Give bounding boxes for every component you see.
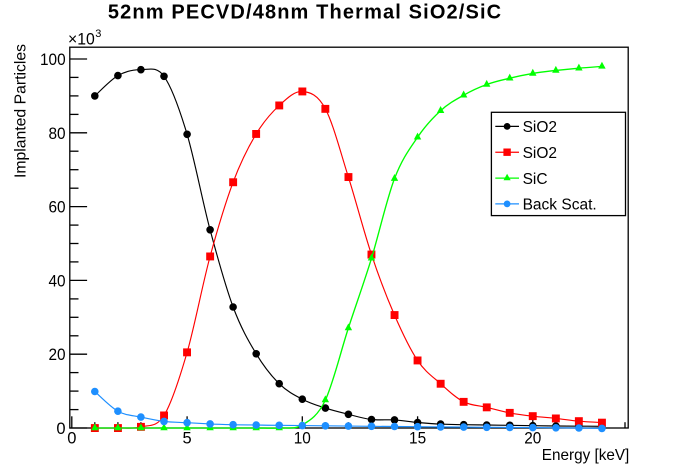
svg-text:0: 0	[67, 430, 76, 448]
svg-text:Implanted Particles: Implanted Particles	[13, 44, 30, 178]
svg-text:SiO2: SiO2	[523, 145, 557, 162]
svg-text:60: 60	[49, 199, 66, 217]
svg-text:20: 20	[49, 346, 66, 364]
svg-text:40: 40	[49, 272, 66, 290]
svg-text:10: 10	[294, 430, 311, 448]
svg-text:0: 0	[56, 420, 65, 438]
svg-text:Energy [keV]: Energy [keV]	[542, 447, 630, 464]
svg-text:100: 100	[40, 51, 66, 69]
svg-text:52nm PECVD/48nm Thermal SiO2/S: 52nm PECVD/48nm Thermal SiO2/SiC	[108, 2, 501, 24]
svg-text:5: 5	[183, 430, 192, 448]
svg-text:×10: ×10	[68, 31, 95, 49]
svg-text:SiO2: SiO2	[523, 119, 557, 136]
svg-text:20: 20	[524, 430, 541, 448]
svg-text:Back Scat.: Back Scat.	[523, 197, 597, 214]
svg-text:SiC: SiC	[523, 171, 548, 188]
svg-text:15: 15	[409, 430, 426, 448]
svg-text:80: 80	[49, 125, 66, 143]
svg-text:3: 3	[95, 28, 101, 40]
